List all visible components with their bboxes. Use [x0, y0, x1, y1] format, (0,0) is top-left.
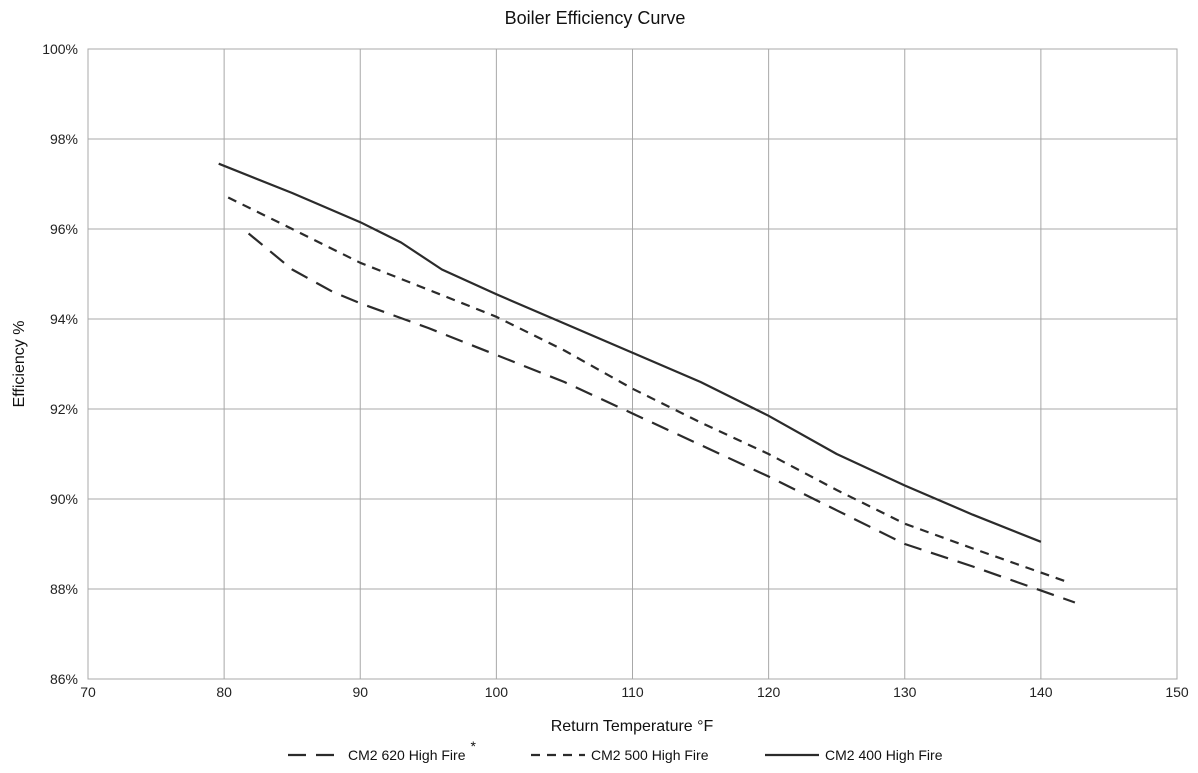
x-tick-label: 110	[621, 684, 644, 700]
legend-footnote-marker: *	[471, 738, 477, 754]
legend-label-0: CM2 620 High Fire	[348, 747, 466, 763]
chart-title: Boiler Efficiency Curve	[505, 8, 686, 28]
x-axis-title: Return Temperature °F	[551, 718, 714, 735]
series-layer	[218, 162, 1076, 604]
y-tick-label: 88%	[50, 581, 78, 597]
y-tick-label: 96%	[50, 221, 78, 237]
x-tick-label: 150	[1165, 684, 1189, 700]
y-tick-label: 98%	[50, 131, 78, 147]
y-tick-label: 86%	[50, 671, 78, 687]
x-tick-label: 80	[216, 684, 232, 700]
grid-lines	[87, 48, 1178, 680]
x-tick-label: 70	[80, 684, 96, 700]
series-line-2	[218, 162, 1042, 543]
x-tick-label: 120	[757, 684, 781, 700]
y-tick-label: 92%	[50, 401, 78, 417]
y-tick-label: 100%	[42, 41, 78, 57]
series-line-1	[227, 196, 1069, 584]
x-tick-label: 100	[485, 684, 509, 700]
tick-labels: 70 80 90 100 110 120 130 140 150 86% 88% 90% 92% 94% 9…	[42, 41, 1189, 700]
x-tick-label: 90	[352, 684, 368, 700]
x-tick-label: 130	[893, 684, 917, 700]
legend-label-1: CM2 500 High Fire	[591, 747, 709, 763]
y-tick-label: 94%	[50, 311, 78, 327]
x-tick-label: 140	[1029, 684, 1053, 700]
legend-label-2: CM2 400 High Fire	[825, 747, 943, 763]
plot-frame	[87, 48, 1178, 680]
y-axis-title: Efficiency %	[11, 321, 28, 408]
y-tick-label: 90%	[50, 491, 78, 507]
legend: CM2 620 High Fire * CM2 500 High Fire CM2 4…	[288, 738, 943, 763]
series-line-0	[247, 232, 1076, 604]
